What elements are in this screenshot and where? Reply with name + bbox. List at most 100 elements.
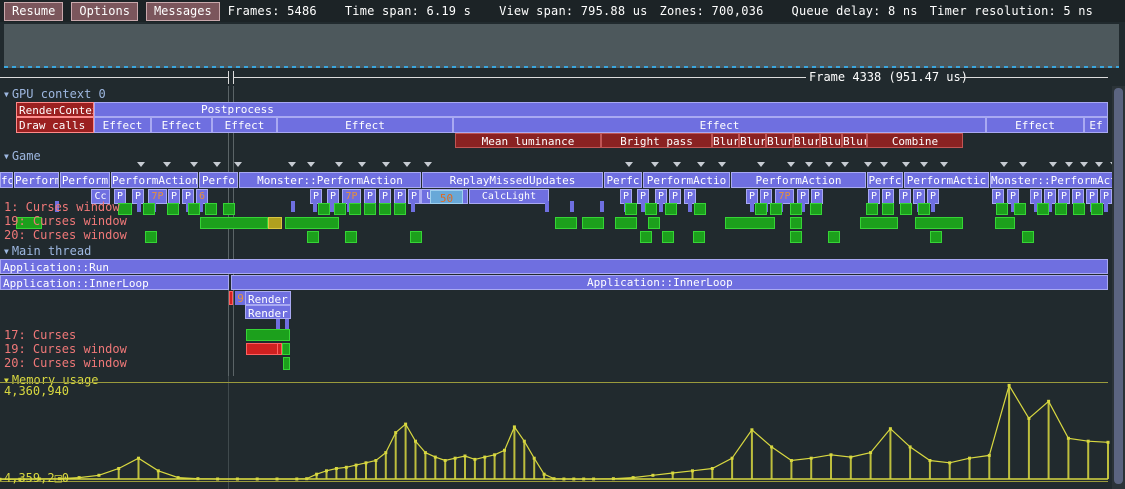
gpu-pass-blur-6[interactable]: Blur	[842, 133, 867, 148]
game-zone-2[interactable]: Perform	[60, 172, 110, 188]
game-subzone-16[interactable]: CalcLight	[469, 189, 549, 204]
game-zone-tick[interactable]	[570, 201, 574, 212]
game-zone-tick[interactable]	[137, 201, 141, 212]
message-marker-triangle-icon[interactable]	[841, 162, 849, 167]
message-marker-triangle-icon[interactable]	[234, 162, 242, 167]
lock-segment[interactable]	[882, 203, 894, 215]
message-marker-triangle-icon[interactable]	[787, 162, 795, 167]
message-marker-triangle-icon[interactable]	[673, 162, 681, 167]
message-marker-triangle-icon[interactable]	[403, 162, 411, 167]
game-zone-tick[interactable]	[291, 201, 295, 212]
game-zone-tick[interactable]	[750, 201, 754, 212]
options-button[interactable]: Options	[71, 1, 138, 21]
lock-segment[interactable]	[410, 231, 422, 243]
game-zone-5[interactable]: Monster::PerformAction	[239, 172, 421, 188]
group-header-memory-usage[interactable]: ▼ Memory usage	[4, 374, 99, 387]
game-zone-10[interactable]: Perfc	[867, 172, 903, 188]
game-subzone-10[interactable]: P	[364, 189, 376, 204]
lock-segment[interactable]	[770, 203, 782, 215]
lock-segment[interactable]	[118, 203, 132, 215]
lock-segment[interactable]	[900, 203, 912, 215]
lock-segment[interactable]	[145, 231, 157, 243]
message-marker-triangle-icon[interactable]	[358, 162, 366, 167]
game-selected-zone[interactable]: 50	[430, 190, 463, 204]
gpu-pass-blur-3[interactable]: Blur	[766, 133, 793, 148]
gpu-pass-blur-2[interactable]: Blur	[739, 133, 766, 148]
message-marker-triangle-icon[interactable]	[335, 162, 343, 167]
lock-segment[interactable]	[828, 231, 840, 243]
lock-segment[interactable]	[725, 217, 775, 229]
game-zone-1[interactable]: Perform	[14, 172, 59, 188]
gpu-effect-2[interactable]: Effect	[151, 117, 212, 133]
message-marker-triangle-icon[interactable]	[757, 162, 765, 167]
lock-segment[interactable]	[307, 231, 319, 243]
message-marker-triangle-icon[interactable]	[920, 162, 928, 167]
main-lock-red-19[interactable]	[246, 343, 278, 355]
timeline[interactable]: ▼ GPU context 0 RenderContext Postproces…	[0, 86, 1125, 489]
game-subzone-7[interactable]: P	[310, 189, 322, 204]
message-marker-triangle-icon[interactable]	[1065, 162, 1073, 167]
lock-segment[interactable]	[790, 203, 802, 215]
lock-segment[interactable]	[996, 203, 1008, 215]
lock-segment[interactable]	[345, 231, 357, 243]
main-lock-red-19b[interactable]	[277, 343, 282, 355]
lock-segment[interactable]	[866, 203, 878, 215]
game-subzone-17[interactable]: P	[620, 189, 632, 204]
game-zone-11[interactable]: PerformActic	[904, 172, 989, 188]
gpu-pass-mean-luminance[interactable]: Mean luminance	[455, 133, 601, 148]
gpu-effect-4[interactable]: Effect	[277, 117, 453, 133]
game-zone-tick[interactable]	[931, 201, 935, 212]
lock-segment[interactable]	[205, 203, 217, 215]
message-marker-triangle-icon[interactable]	[625, 162, 633, 167]
lock-segment[interactable]	[1014, 203, 1026, 215]
main-zone-render-1[interactable]: Render	[245, 291, 291, 305]
lock-segment[interactable]	[1037, 203, 1049, 215]
game-subzone-20[interactable]: P	[669, 189, 681, 204]
main-zone-inner-loop-2[interactable]	[231, 275, 1108, 290]
message-marker-triangle-icon[interactable]	[288, 162, 296, 167]
message-marker-triangle-icon[interactable]	[382, 162, 390, 167]
game-zone-tick[interactable]	[313, 201, 317, 212]
resume-button[interactable]: Resume	[4, 1, 64, 21]
message-marker-triangle-icon[interactable]	[213, 162, 221, 167]
lock-segment[interactable]	[625, 203, 637, 215]
vertical-scrollbar-thumb[interactable]	[1114, 88, 1123, 484]
frame-ruler[interactable]: Frame 4338 (951.47 us)	[0, 70, 1125, 86]
message-marker-triangle-icon[interactable]	[1000, 162, 1008, 167]
lock-segment[interactable]	[995, 217, 1015, 229]
message-marker-triangle-icon[interactable]	[190, 162, 198, 167]
vertical-scrollbar[interactable]	[1112, 86, 1125, 489]
game-zone-tick[interactable]	[1034, 201, 1038, 212]
main-lock-green-20[interactable]	[283, 357, 290, 370]
lock-segment[interactable]	[694, 203, 706, 215]
lock-segment[interactable]	[188, 203, 200, 215]
lock-segment[interactable]	[394, 203, 406, 215]
lock-segment[interactable]	[349, 203, 361, 215]
lock-segment[interactable]	[810, 203, 822, 215]
game-zone-12[interactable]: Monster::PerformAction	[990, 172, 1124, 188]
main-lock-green-17[interactable]	[246, 329, 290, 341]
lock-segment[interactable]	[665, 203, 677, 215]
main-zone-render-2[interactable]: Render	[245, 305, 291, 319]
lock-segment[interactable]	[1091, 203, 1103, 215]
messages-button[interactable]: Messages	[145, 1, 220, 21]
gpu-effect-5[interactable]: Effect	[986, 117, 1084, 133]
game-zone-3[interactable]: PerformAction	[111, 172, 198, 188]
message-marker-triangle-icon[interactable]	[651, 162, 659, 167]
gpu-zone-rendercontext-bar[interactable]	[94, 102, 1108, 117]
game-zone-tick[interactable]	[1011, 201, 1015, 212]
game-zone-7[interactable]: Perfc	[604, 172, 642, 188]
chevron-down-icon[interactable]: ▼	[4, 247, 9, 256]
message-marker-triangle-icon[interactable]	[940, 162, 948, 167]
game-zone-tick[interactable]	[641, 201, 645, 212]
message-marker-triangle-icon[interactable]	[825, 162, 833, 167]
lock-segment[interactable]	[662, 231, 674, 243]
lock-segment[interactable]	[615, 217, 637, 229]
gpu-zone-draw-calls[interactable]: Draw calls	[16, 117, 94, 133]
message-marker-triangle-icon[interactable]	[697, 162, 705, 167]
main-zone-application-run[interactable]: Application::Run	[0, 259, 1108, 274]
game-subzone-3[interactable]: 7P	[148, 189, 167, 204]
game-subzone-35[interactable]: P	[1044, 189, 1056, 204]
lock-segment[interactable]	[364, 203, 376, 215]
chevron-down-icon[interactable]: ▼	[4, 376, 9, 385]
